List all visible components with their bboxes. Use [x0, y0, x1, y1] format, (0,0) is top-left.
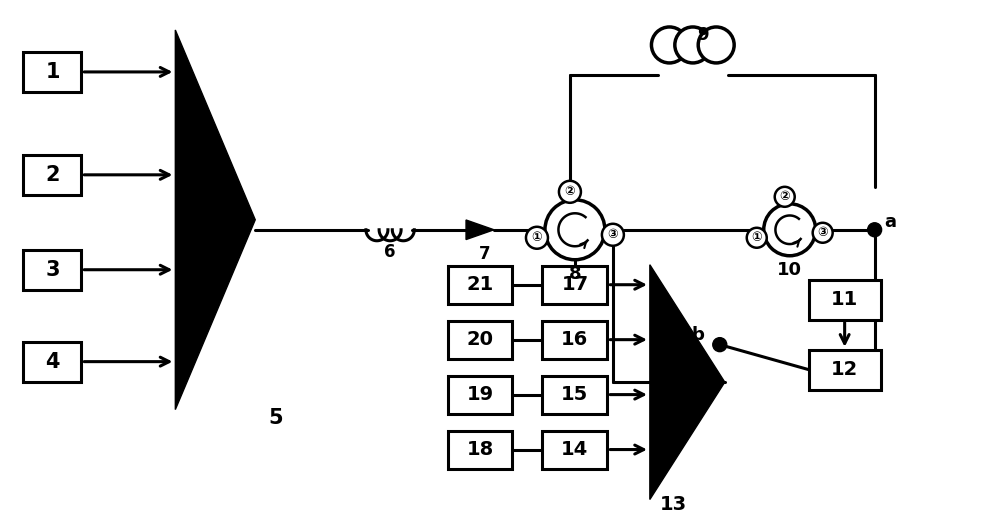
Text: ①: ① [532, 231, 542, 244]
Text: 14: 14 [561, 440, 589, 459]
Text: 2: 2 [45, 165, 60, 185]
Text: b: b [691, 325, 704, 344]
Circle shape [713, 338, 727, 352]
Circle shape [698, 27, 734, 63]
Circle shape [775, 187, 795, 207]
Text: 19: 19 [466, 385, 494, 404]
Bar [448, 431, 512, 469]
Text: 13: 13 [660, 495, 687, 513]
Bar [23, 342, 81, 381]
Polygon shape [650, 265, 725, 499]
Polygon shape [175, 30, 255, 409]
Circle shape [813, 223, 833, 243]
Text: 1: 1 [45, 62, 60, 82]
Text: ③: ③ [817, 226, 828, 239]
Text: 4: 4 [45, 352, 60, 372]
Text: 5: 5 [268, 407, 283, 428]
Circle shape [675, 27, 711, 63]
Text: a: a [885, 213, 897, 231]
Text: 6: 6 [384, 243, 396, 261]
Circle shape [602, 224, 624, 246]
Circle shape [868, 223, 882, 237]
Bar [448, 266, 512, 304]
Text: 8: 8 [569, 265, 581, 283]
Text: 17: 17 [561, 275, 588, 294]
Circle shape [559, 181, 581, 203]
Text: 21: 21 [466, 275, 494, 294]
Text: 11: 11 [831, 290, 858, 309]
Text: 18: 18 [466, 440, 494, 459]
Text: 16: 16 [561, 330, 589, 349]
Bar [542, 266, 607, 304]
Text: 12: 12 [831, 360, 858, 379]
Bar [809, 280, 881, 320]
Circle shape [651, 27, 687, 63]
Polygon shape [466, 220, 494, 240]
Text: 20: 20 [467, 330, 494, 349]
Circle shape [526, 227, 548, 249]
Text: ③: ③ [608, 228, 618, 241]
Bar [23, 52, 81, 92]
Bar [23, 155, 81, 195]
Circle shape [545, 200, 605, 260]
Bar [542, 376, 607, 414]
Bar [448, 321, 512, 359]
Text: 7: 7 [479, 245, 491, 263]
Circle shape [747, 228, 767, 248]
Text: 15: 15 [561, 385, 589, 404]
Bar [542, 321, 607, 359]
Bar [809, 350, 881, 390]
Text: ①: ① [751, 231, 762, 244]
Text: 10: 10 [777, 261, 802, 279]
Circle shape [764, 204, 816, 256]
Text: ②: ② [779, 190, 790, 203]
Text: 9: 9 [697, 26, 709, 44]
Bar [448, 376, 512, 414]
Bar [23, 250, 81, 290]
Bar [542, 431, 607, 469]
Text: ②: ② [565, 185, 575, 198]
Text: 3: 3 [45, 260, 60, 280]
